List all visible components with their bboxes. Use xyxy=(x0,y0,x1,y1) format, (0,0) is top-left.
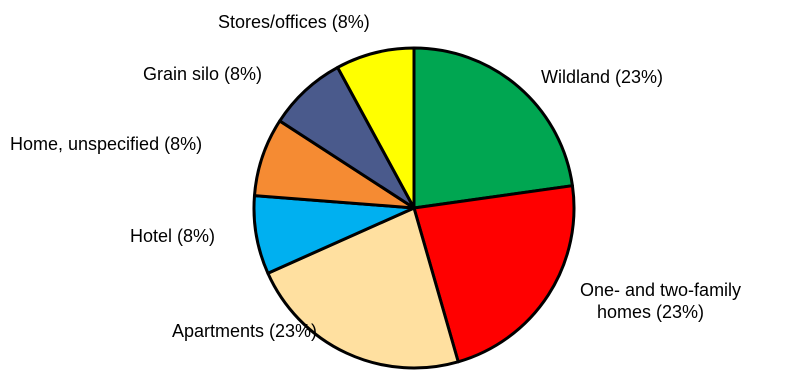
slice-label-grain-silo: Grain silo (8%) xyxy=(143,64,262,84)
slice-label-home-unspecified: Home, unspecified (8%) xyxy=(10,134,202,154)
slice-label-hotel: Hotel (8%) xyxy=(130,226,215,246)
pie-slice-wildland xyxy=(412,46,574,210)
slice-labels: Wildland (23%) One- and two-family homes (… xyxy=(10,12,741,341)
pie-slice-stores-offices xyxy=(336,46,416,210)
pie-slices xyxy=(252,46,576,370)
slice-label-stores-offices: Stores/offices (8%) xyxy=(218,12,370,32)
pie-slice-one-and-two-family-homes xyxy=(412,184,576,364)
slice-label-apartments: Apartments (23%) xyxy=(172,321,317,341)
slice-label-wildland: Wildland (23%) xyxy=(541,67,663,87)
pie-slice-apartments xyxy=(266,206,460,370)
slice-label-one-and-two-family-homes: One- and two-family homes (23%) xyxy=(580,280,741,322)
